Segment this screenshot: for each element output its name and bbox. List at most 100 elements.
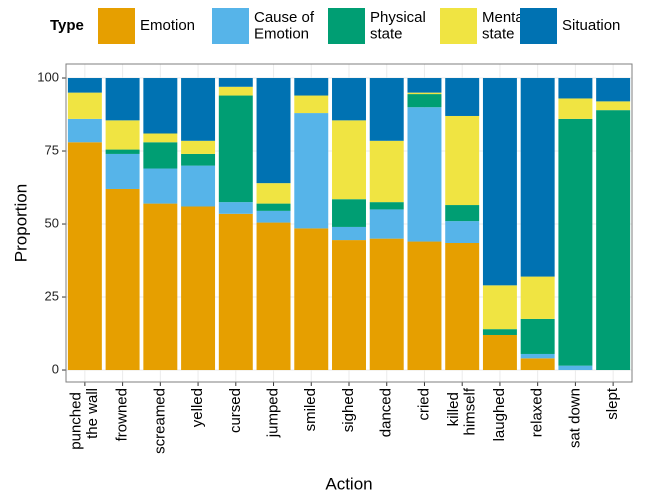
legend-title: Type bbox=[50, 17, 84, 34]
bar-segment bbox=[256, 78, 291, 184]
bar-segment bbox=[218, 86, 253, 96]
x-tick-label: slept bbox=[604, 387, 621, 420]
bar-segment bbox=[407, 92, 442, 95]
bar-segment bbox=[256, 222, 291, 371]
bar-segment bbox=[482, 329, 517, 335]
bar-segment bbox=[558, 365, 593, 371]
legend-key bbox=[328, 8, 365, 44]
bar-segment bbox=[445, 78, 480, 116]
bar-segment bbox=[294, 228, 329, 371]
legend-key bbox=[440, 8, 477, 44]
x-tick-label: screamed bbox=[151, 388, 168, 454]
bar-segment bbox=[332, 120, 366, 200]
bar-segment bbox=[256, 210, 291, 223]
x-tick-label: cursed bbox=[227, 388, 244, 433]
x-tick-label: jumped bbox=[265, 388, 282, 438]
bar-segment bbox=[332, 240, 366, 371]
legend-key bbox=[212, 8, 249, 44]
y-tick-label: 75 bbox=[45, 142, 59, 157]
x-tick-label: laughed bbox=[491, 388, 508, 441]
y-tick-label: 25 bbox=[45, 288, 59, 303]
bar-segment bbox=[256, 183, 291, 204]
bar-segment bbox=[181, 206, 216, 371]
y-tick-label: 0 bbox=[52, 361, 59, 376]
bar-segment bbox=[67, 118, 102, 143]
bar-segment bbox=[407, 107, 442, 242]
bar-segment bbox=[445, 205, 480, 222]
bar-segment bbox=[596, 78, 631, 102]
bar-segment bbox=[143, 168, 178, 204]
bar-segment bbox=[332, 226, 366, 241]
legend-label: Physical state bbox=[370, 9, 430, 43]
bar-segment bbox=[218, 95, 253, 203]
bar-segment bbox=[105, 188, 140, 371]
x-tick-label: frowned bbox=[114, 388, 131, 441]
bar-segment bbox=[105, 78, 140, 121]
bar-segment bbox=[181, 165, 216, 207]
x-tick-label: sighed bbox=[340, 388, 357, 432]
bar-segment bbox=[482, 334, 517, 371]
bar-segment bbox=[482, 78, 517, 286]
bar-segment bbox=[332, 199, 366, 227]
bar-segment bbox=[181, 140, 216, 154]
bar-segment bbox=[369, 202, 404, 210]
bar-segment bbox=[294, 78, 329, 96]
bar-segment bbox=[294, 113, 329, 229]
x-tick-label: danced bbox=[378, 388, 395, 437]
bar-segment bbox=[67, 78, 102, 93]
bar-segment bbox=[596, 110, 631, 371]
bar-segment bbox=[482, 285, 517, 330]
bar-segment bbox=[596, 101, 631, 111]
x-tick-label: punched the wall bbox=[68, 388, 102, 450]
bar-segment bbox=[218, 213, 253, 371]
bar-segment bbox=[407, 241, 442, 371]
bar-segment bbox=[105, 153, 140, 189]
bar-segment bbox=[105, 120, 140, 150]
bar-segment bbox=[520, 78, 555, 277]
bar-segment bbox=[520, 358, 555, 371]
bar-segment bbox=[407, 94, 442, 108]
x-tick-label: yelled bbox=[189, 388, 206, 427]
bar-segment bbox=[181, 78, 216, 141]
bar-segment bbox=[294, 95, 329, 114]
bar-segment bbox=[143, 78, 178, 134]
bar-segment bbox=[558, 98, 593, 119]
bar-segment bbox=[369, 209, 404, 239]
plot-border bbox=[65, 63, 633, 383]
bar-segment bbox=[520, 276, 555, 319]
y-axis-title: Proportion bbox=[11, 184, 30, 262]
x-axis-title: Action bbox=[325, 474, 372, 493]
x-tick-label: killed himself bbox=[445, 387, 479, 435]
bar-segment bbox=[369, 78, 404, 141]
legend-key bbox=[98, 8, 135, 44]
legend-label: Situation bbox=[562, 17, 620, 34]
bar-segment bbox=[143, 142, 178, 169]
x-tick-label: cried bbox=[415, 388, 432, 421]
bar-segment bbox=[558, 118, 593, 366]
bar-segment bbox=[369, 238, 404, 371]
legend-label: Emotion bbox=[140, 17, 195, 34]
bar-segment bbox=[105, 149, 140, 154]
bar-segment bbox=[143, 133, 178, 143]
bar-segment bbox=[218, 202, 253, 214]
x-tick-label: sat down bbox=[566, 388, 583, 448]
y-tick-label: 50 bbox=[45, 215, 59, 230]
bar-segment bbox=[369, 140, 404, 203]
bar-segment bbox=[558, 78, 593, 99]
bar-segment bbox=[218, 78, 253, 87]
y-tick-label: 100 bbox=[37, 69, 59, 84]
bar-segment bbox=[445, 243, 480, 371]
bar-segment bbox=[181, 153, 216, 166]
x-tick-label: smiled bbox=[302, 388, 319, 431]
bar-segment bbox=[445, 115, 480, 206]
bar-segment bbox=[445, 221, 480, 244]
bar-segment bbox=[256, 203, 291, 211]
x-tick-label: relaxed bbox=[529, 388, 546, 437]
legend-label: Mental state bbox=[482, 9, 531, 43]
bar-segment bbox=[332, 78, 366, 121]
legend-label: Cause of Emotion bbox=[254, 9, 318, 43]
legend-key bbox=[520, 8, 557, 44]
bar-segment bbox=[520, 318, 555, 354]
bar-segment bbox=[407, 78, 442, 93]
